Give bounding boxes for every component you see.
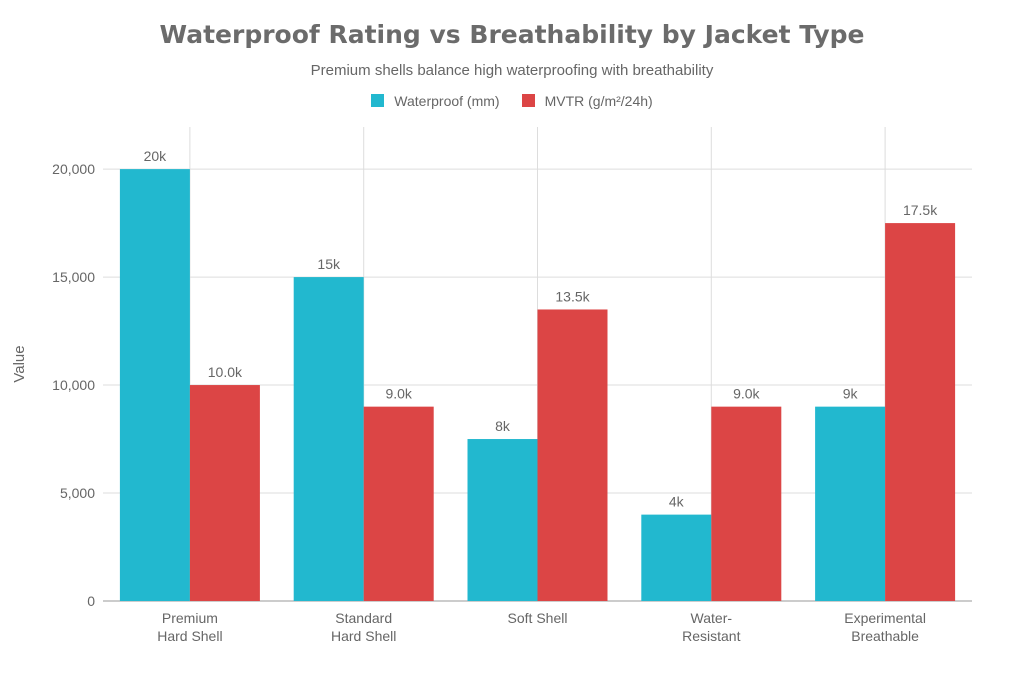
x-tick-label: Soft Shell <box>508 610 568 626</box>
legend-item-mvtr[interactable]: MVTR (g/m²/24h) <box>521 93 653 109</box>
y-tick-label: 15,000 <box>52 269 95 285</box>
bar-waterproof <box>293 277 364 601</box>
legend-swatch <box>371 94 385 107</box>
bar-waterproof <box>467 439 538 601</box>
data-label: 8k <box>495 418 511 434</box>
data-label: 4k <box>669 494 685 510</box>
bar-mvtr <box>189 385 260 601</box>
chart-subtitle: Premium shells balance high waterproofin… <box>310 62 714 79</box>
bar-waterproof <box>119 169 190 601</box>
x-tick-label: Hard Shell <box>157 628 222 644</box>
x-tick-label: Standard <box>335 610 392 626</box>
bar-mvtr <box>711 406 782 601</box>
legend-label: Waterproof (mm) <box>394 93 500 109</box>
data-label: 10.0k <box>208 364 243 380</box>
data-label: 9.0k <box>733 386 760 402</box>
y-tick-label: 10,000 <box>52 377 95 393</box>
x-tick-label: Hard Shell <box>331 628 396 644</box>
legend: Waterproof (mm) MVTR (g/m²/24h) <box>0 93 1024 109</box>
legend-label: MVTR (g/m²/24h) <box>544 93 653 109</box>
data-label: 9.0k <box>385 386 412 402</box>
data-label: 20k <box>144 148 168 164</box>
bar-mvtr <box>363 406 434 601</box>
bar-mvtr <box>885 223 956 601</box>
bar-waterproof <box>815 406 886 601</box>
x-tick-label: Breathable <box>851 628 919 644</box>
bar-mvtr <box>537 309 608 601</box>
y-tick-label: 5,000 <box>60 485 95 501</box>
y-axis-title: Value <box>11 345 28 382</box>
data-label: 17.5k <box>903 202 938 218</box>
legend-item-waterproof[interactable]: Waterproof (mm) <box>371 93 500 109</box>
bar-waterproof <box>641 514 712 601</box>
x-tick-label: Premium <box>162 610 218 626</box>
x-tick-label: Resistant <box>682 628 740 644</box>
data-label: 9k <box>843 386 859 402</box>
x-tick-label: Experimental <box>844 610 926 626</box>
x-tick-label: Water- <box>691 610 733 626</box>
legend-swatch <box>521 94 535 107</box>
chart-title: Waterproof Rating vs Breathability by Ja… <box>159 20 865 49</box>
y-tick-label: 0 <box>87 593 95 609</box>
data-label: 15k <box>317 256 341 272</box>
y-tick-label: 20,000 <box>52 161 95 177</box>
data-label: 13.5k <box>555 288 590 304</box>
